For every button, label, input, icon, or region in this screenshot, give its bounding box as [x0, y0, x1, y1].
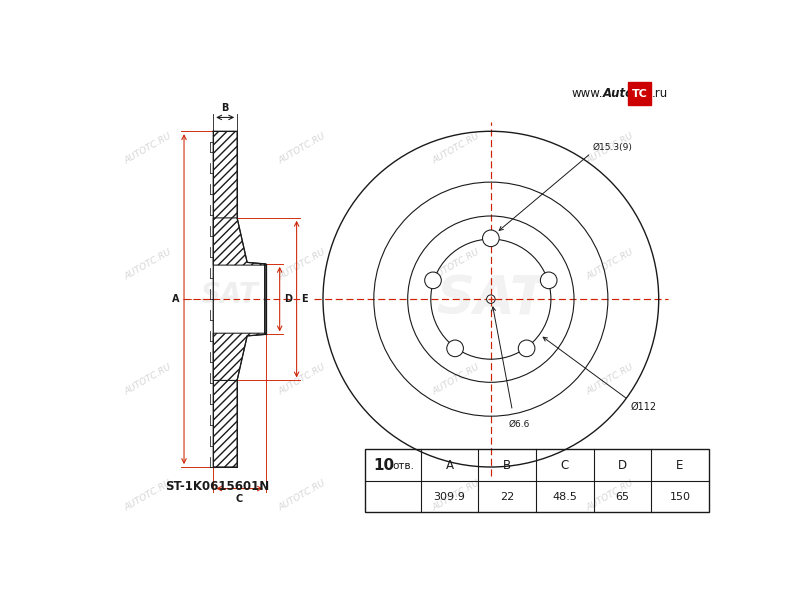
Circle shape — [446, 340, 463, 356]
Text: AUTOTC.RU: AUTOTC.RU — [431, 363, 482, 397]
Text: AUTOTC.RU: AUTOTC.RU — [585, 247, 635, 281]
Text: E: E — [302, 294, 308, 304]
Text: SAT: SAT — [200, 281, 258, 310]
Text: 48.5: 48.5 — [552, 491, 578, 502]
Polygon shape — [214, 218, 266, 265]
Text: B: B — [222, 103, 229, 113]
Bar — [366, 449, 709, 512]
Text: AUTOTC.RU: AUTOTC.RU — [277, 132, 327, 166]
Circle shape — [518, 340, 535, 356]
Text: B: B — [503, 458, 511, 472]
Text: www.: www. — [572, 87, 603, 100]
Text: 65: 65 — [615, 491, 630, 502]
Text: C: C — [561, 458, 569, 472]
Text: AUTOTC.RU: AUTOTC.RU — [123, 363, 174, 397]
Text: TC: TC — [631, 89, 647, 98]
FancyBboxPatch shape — [628, 82, 651, 105]
Text: Ø15.3(9): Ø15.3(9) — [593, 143, 632, 152]
Text: AUTOTC.RU: AUTOTC.RU — [431, 247, 482, 281]
Circle shape — [486, 295, 495, 304]
Text: E: E — [676, 458, 684, 472]
Text: AUTOTC.RU: AUTOTC.RU — [277, 478, 327, 512]
Text: 10: 10 — [374, 458, 394, 473]
Text: AUTOTC.RU: AUTOTC.RU — [585, 478, 635, 512]
Text: ST-1K0615601N: ST-1K0615601N — [166, 480, 270, 493]
Text: AUTOTC.RU: AUTOTC.RU — [123, 132, 174, 166]
Text: отв.: отв. — [393, 461, 415, 471]
Text: C: C — [236, 494, 243, 504]
Text: AUTOTC.RU: AUTOTC.RU — [123, 478, 174, 512]
Text: Ø112: Ø112 — [631, 401, 657, 412]
Text: AUTOTC.RU: AUTOTC.RU — [277, 247, 327, 281]
Text: D: D — [284, 294, 292, 304]
Text: 22: 22 — [500, 491, 514, 502]
Text: AUTOTC.RU: AUTOTC.RU — [123, 247, 174, 281]
Text: AUTOTC.RU: AUTOTC.RU — [585, 363, 635, 397]
Text: 309.9: 309.9 — [434, 491, 466, 502]
Text: .ru: .ru — [652, 87, 668, 100]
Polygon shape — [214, 380, 237, 467]
Text: AUTOTC.RU: AUTOTC.RU — [277, 363, 327, 397]
Text: 150: 150 — [670, 491, 690, 502]
Circle shape — [540, 272, 557, 289]
Text: A: A — [172, 294, 179, 304]
Circle shape — [482, 230, 499, 247]
Polygon shape — [214, 131, 237, 218]
Text: AUTOTC.RU: AUTOTC.RU — [431, 478, 482, 512]
Text: Ø6.6: Ø6.6 — [509, 420, 530, 429]
Circle shape — [425, 272, 442, 289]
Text: Auto: Auto — [602, 87, 634, 100]
Text: A: A — [446, 458, 454, 472]
Text: SAT: SAT — [436, 273, 546, 325]
Text: D: D — [618, 458, 627, 472]
Polygon shape — [214, 333, 266, 380]
Text: AUTOTC.RU: AUTOTC.RU — [585, 132, 635, 166]
Text: AUTOTC.RU: AUTOTC.RU — [431, 132, 482, 166]
